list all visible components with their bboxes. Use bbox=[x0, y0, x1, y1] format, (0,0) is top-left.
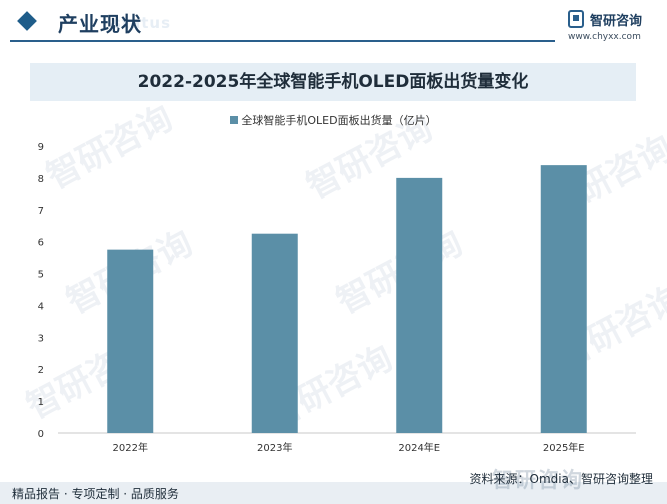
page-footer: 智研咨询 资料来源：Omdia、智研咨询整理 精品报告 · 专项定制 · 品质服… bbox=[0, 464, 667, 504]
y-tick-label: 1 bbox=[38, 397, 44, 408]
footer-watermark: 智研咨询 bbox=[492, 468, 584, 492]
y-tick-label: 2 bbox=[38, 365, 44, 376]
chart-title-band: 2022-2025年全球智能手机OLED面板出货量变化 bbox=[30, 63, 636, 101]
bar bbox=[107, 249, 154, 433]
section-title: 产业现状 bbox=[58, 12, 142, 36]
logo-name: 智研咨询 bbox=[590, 14, 643, 29]
logo-url: www.chyxx.com bbox=[568, 32, 641, 42]
source-note: 资料来源：Omdia、智研咨询整理 bbox=[469, 472, 653, 486]
brand-logo: 智研咨询 www.chyxx.com bbox=[568, 10, 662, 46]
y-tick-label: 5 bbox=[38, 270, 44, 281]
y-tick-label: 8 bbox=[38, 174, 44, 185]
y-tick-label: 4 bbox=[38, 301, 44, 312]
x-tick-label: 2022年 bbox=[113, 441, 148, 454]
chart-legend: 全球智能手机OLED面板出货量（亿片） bbox=[0, 112, 667, 128]
legend-label: 全球智能手机OLED面板出货量（亿片） bbox=[241, 114, 437, 127]
page-header: status 产业现状 智研咨询 www.chyxx.com bbox=[0, 0, 667, 48]
logo-icon bbox=[568, 10, 584, 28]
y-tick-label: 9 bbox=[38, 142, 44, 153]
y-tick-label: 7 bbox=[38, 206, 44, 217]
header-divider bbox=[10, 40, 555, 42]
y-tick-label: 0 bbox=[38, 429, 44, 440]
bar bbox=[251, 233, 298, 433]
x-tick-label: 2023年 bbox=[257, 441, 292, 454]
chart-title: 2022-2025年全球智能手机OLED面板出货量变化 bbox=[137, 72, 529, 92]
x-tick-label: 2025年E bbox=[543, 441, 585, 454]
footer-bar bbox=[0, 482, 667, 504]
y-tick-label: 6 bbox=[38, 238, 44, 249]
header-ghost-text: status bbox=[112, 14, 171, 32]
bar-chart: 0 1 2 3 4 5 6 7 8 9 2022年 2023年 2024年E 2025年E bbox=[38, 142, 636, 454]
bar bbox=[396, 177, 443, 433]
y-tick-label: 3 bbox=[38, 333, 44, 344]
footer-tagline: 精品报告 · 专项定制 · 品质服务 bbox=[12, 487, 179, 501]
bar bbox=[540, 165, 587, 433]
legend-swatch bbox=[230, 116, 239, 124]
x-tick-label: 2024年E bbox=[398, 441, 440, 454]
